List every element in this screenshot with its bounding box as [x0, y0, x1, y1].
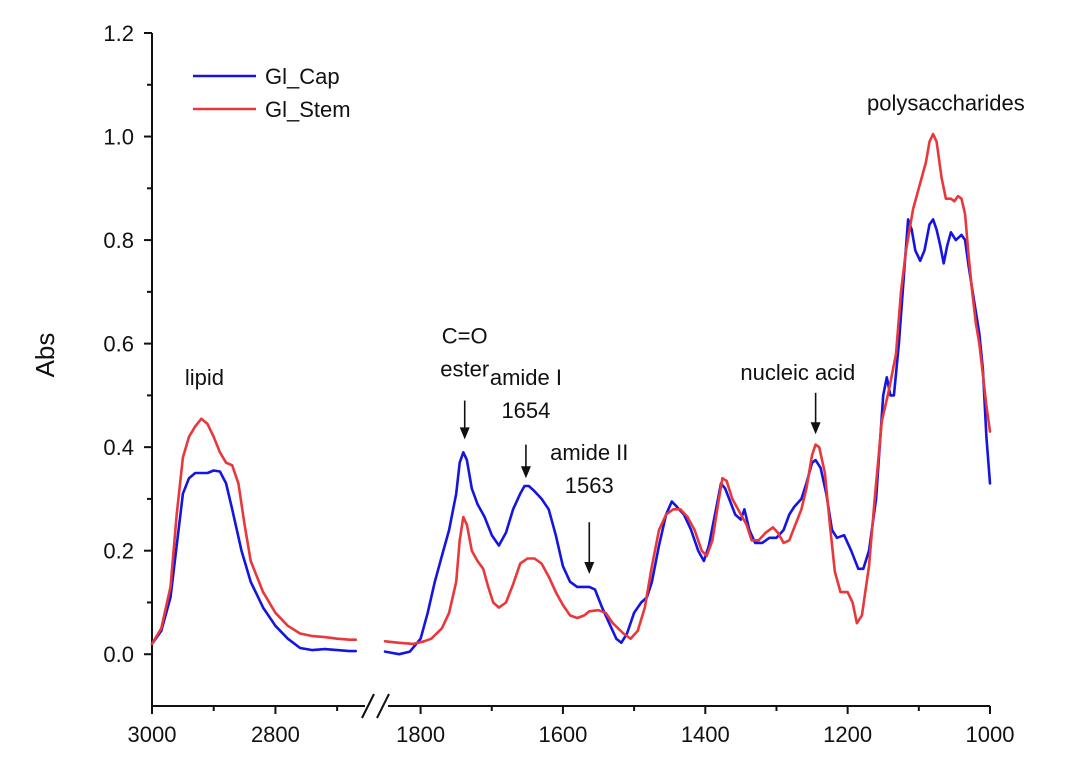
- y-tick-label: 1.0: [103, 125, 134, 150]
- annotation-arrow-head: [459, 427, 470, 440]
- x-tick-label: 1200: [823, 722, 872, 747]
- annotation-label: ester: [440, 357, 489, 382]
- annotation-label: polysaccharides: [867, 91, 1025, 116]
- y-tick-label: 0.2: [103, 539, 134, 564]
- annotation: polysaccharides: [867, 91, 1025, 116]
- x-tick-label: 1400: [681, 722, 730, 747]
- annotation-arrow-head: [584, 561, 595, 574]
- x-tick-label: 3000: [128, 722, 177, 747]
- annotation: amide II 1563: [550, 440, 628, 574]
- x-tick-label: 1000: [966, 722, 1015, 747]
- series-line-right: [383, 132, 992, 646]
- series-gl-stem: [150, 132, 992, 646]
- annotation: amide I 1654: [490, 365, 562, 479]
- series-line-left: [150, 469, 357, 653]
- axis-break-mark: [361, 693, 375, 719]
- series-line-right: [383, 218, 992, 656]
- annotation-label: amide I: [490, 365, 562, 390]
- annotation: lipid: [185, 365, 224, 390]
- annotation-label: 1563: [565, 473, 614, 498]
- chart-axes: 0.0 0.2 0.4 0.6 0.8 1.0 1.2 3000 2800 1800 1600 140…: [103, 21, 1014, 747]
- annotation-arrow-head: [520, 466, 531, 479]
- annotation: nucleic acid: [740, 360, 855, 435]
- axis-break-mark: [376, 693, 390, 719]
- annotation: C=O ester: [440, 324, 489, 440]
- legend-label: Gl_Cap: [265, 64, 340, 89]
- chart-series: [150, 132, 992, 656]
- x-tick-label: 1800: [396, 722, 445, 747]
- x-tick-label: 2800: [251, 722, 300, 747]
- chart-legend: Gl_Cap Gl_Stem: [193, 64, 351, 122]
- series-gl-cap: [150, 218, 992, 656]
- series-line-left: [150, 417, 357, 646]
- x-tick-label: 1600: [538, 722, 587, 747]
- y-tick-label: 0.6: [103, 332, 134, 357]
- legend-item: Gl_Cap: [193, 64, 340, 89]
- annotation-label: C=O: [442, 324, 488, 349]
- legend-item: Gl_Stem: [193, 97, 351, 122]
- y-tick-label: 0.0: [103, 642, 134, 667]
- annotation-label: amide II: [550, 440, 628, 465]
- y-axis-title: Abs: [30, 333, 60, 378]
- legend-label: Gl_Stem: [265, 97, 351, 122]
- y-tick-label: 0.8: [103, 228, 134, 253]
- annotation-label: nucleic acid: [740, 360, 855, 385]
- y-tick-label: 1.2: [103, 21, 134, 46]
- y-tick-label: 0.4: [103, 435, 134, 460]
- annotation-arrow-head: [810, 422, 821, 435]
- annotation-label: 1654: [501, 398, 550, 423]
- annotation-label: lipid: [185, 365, 224, 390]
